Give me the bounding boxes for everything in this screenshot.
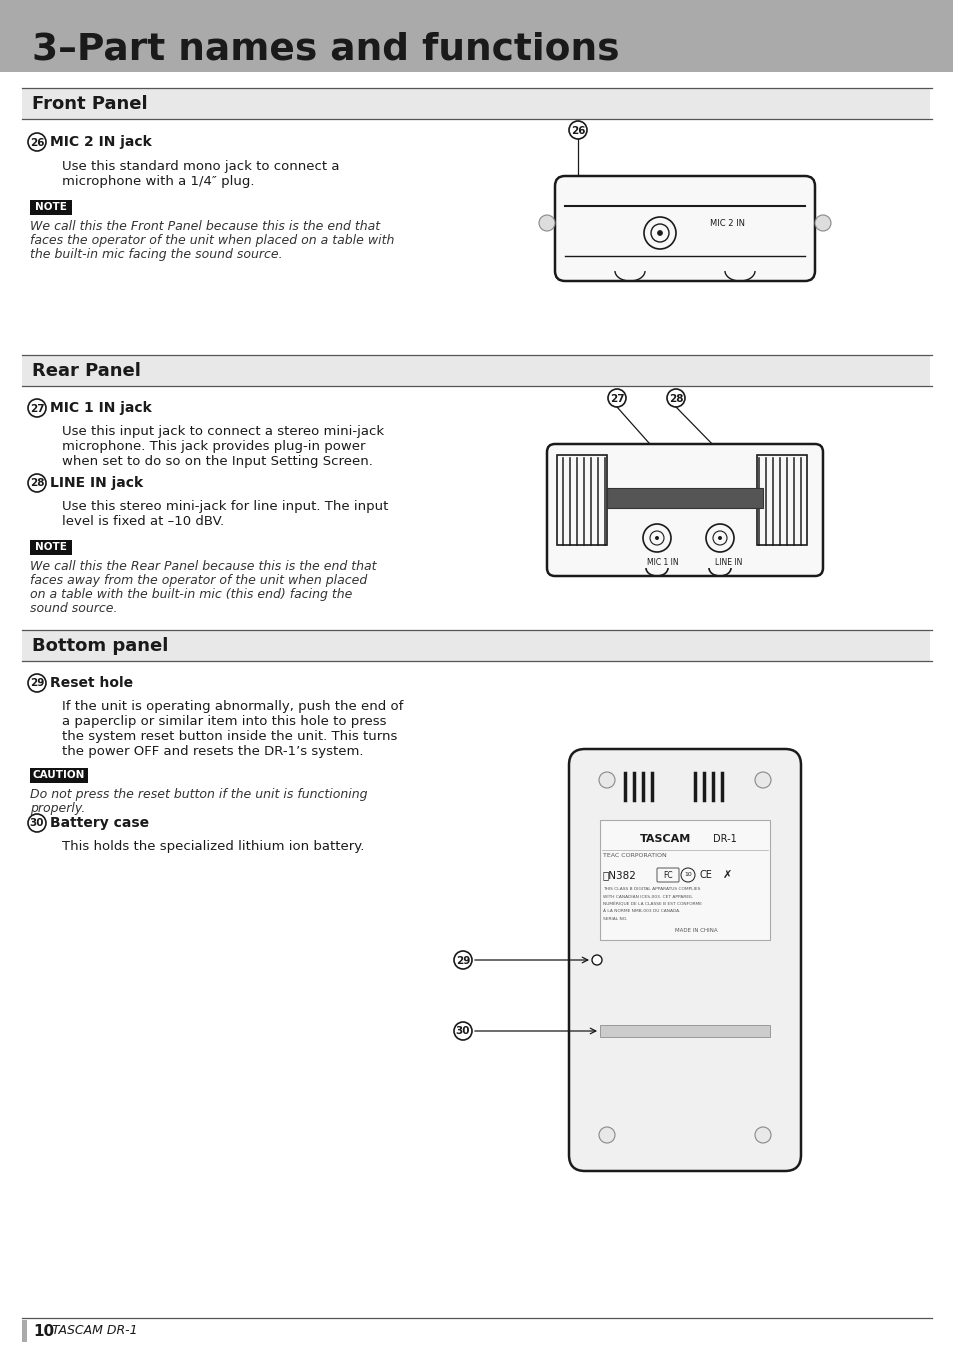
Text: microphone. This jack provides plug-in power: microphone. This jack provides plug-in p… <box>62 440 365 454</box>
Bar <box>0 0 953 72</box>
Text: 26: 26 <box>570 126 584 135</box>
Text: This holds the specialized lithium ion battery.: This holds the specialized lithium ion b… <box>62 840 364 853</box>
Text: 10: 10 <box>683 872 691 878</box>
Text: 10: 10 <box>33 1323 54 1338</box>
Bar <box>557 455 608 545</box>
Text: Use this stereo mini-jack for line input. The input: Use this stereo mini-jack for line input… <box>62 500 388 513</box>
Text: Front Panel: Front Panel <box>32 95 148 113</box>
Text: MIC 1 IN jack: MIC 1 IN jack <box>50 401 152 414</box>
Text: À LA NORME NMB-003 DU CANADA.: À LA NORME NMB-003 DU CANADA. <box>602 910 679 914</box>
Text: DR-1: DR-1 <box>712 834 736 844</box>
Text: microphone with a 1/4″ plug.: microphone with a 1/4″ plug. <box>62 176 254 188</box>
Circle shape <box>718 536 721 540</box>
Text: Bottom panel: Bottom panel <box>32 637 168 655</box>
Circle shape <box>754 1127 770 1143</box>
Bar <box>22 356 929 386</box>
Text: ⓃN382: ⓃN382 <box>602 869 637 880</box>
Text: 28: 28 <box>668 393 682 404</box>
Text: TEAC CORPORATION: TEAC CORPORATION <box>602 853 666 859</box>
Text: faces away from the operator of the unit when placed: faces away from the operator of the unit… <box>30 574 367 587</box>
Text: 29: 29 <box>456 956 470 965</box>
Circle shape <box>592 954 601 965</box>
Circle shape <box>598 1127 615 1143</box>
Circle shape <box>538 215 555 231</box>
Text: level is fixed at –10 dBV.: level is fixed at –10 dBV. <box>62 514 224 528</box>
Text: MADE IN CHINA: MADE IN CHINA <box>675 927 717 933</box>
Text: 28: 28 <box>30 478 44 489</box>
Text: Use this standard mono jack to connect a: Use this standard mono jack to connect a <box>62 161 339 173</box>
Bar <box>30 768 88 783</box>
Bar <box>30 200 71 215</box>
Text: We call this the Rear Panel because this is the end that: We call this the Rear Panel because this… <box>30 560 376 572</box>
Text: 26: 26 <box>30 138 44 147</box>
Text: the power OFF and resets the DR-1’s system.: the power OFF and resets the DR-1’s syst… <box>62 745 363 757</box>
FancyBboxPatch shape <box>546 444 822 576</box>
Text: 27: 27 <box>30 404 44 413</box>
Bar <box>599 819 769 940</box>
Bar <box>30 540 71 555</box>
Text: MIC 2 IN: MIC 2 IN <box>709 219 744 228</box>
Text: 30: 30 <box>30 818 44 829</box>
Text: Reset hole: Reset hole <box>50 676 133 690</box>
Text: properly.: properly. <box>30 802 85 815</box>
Text: faces the operator of the unit when placed on a table with: faces the operator of the unit when plac… <box>30 234 394 247</box>
Text: THIS CLASS B DIGITAL APPARATUS COMPLIES: THIS CLASS B DIGITAL APPARATUS COMPLIES <box>602 887 700 891</box>
Text: MIC 1 IN: MIC 1 IN <box>646 558 678 567</box>
Text: LINE IN jack: LINE IN jack <box>50 477 143 490</box>
Text: NOTE: NOTE <box>35 543 67 552</box>
Text: sound source.: sound source. <box>30 602 117 616</box>
Bar <box>22 1320 27 1342</box>
Text: 30: 30 <box>456 1026 470 1037</box>
Text: 3–Part names and functions: 3–Part names and functions <box>32 32 618 68</box>
Text: on a table with the built-in mic (this end) facing the: on a table with the built-in mic (this e… <box>30 589 352 601</box>
Bar <box>22 630 929 662</box>
Bar <box>606 487 762 508</box>
Text: If the unit is operating abnormally, push the end of: If the unit is operating abnormally, pus… <box>62 701 403 713</box>
Text: when set to do so on the Input Setting Screen.: when set to do so on the Input Setting S… <box>62 455 373 468</box>
Text: LINE IN: LINE IN <box>714 558 741 567</box>
Text: NUMÉRIQUE DE LA CLASSE B EST CONFORME: NUMÉRIQUE DE LA CLASSE B EST CONFORME <box>602 902 701 906</box>
Bar <box>599 1025 769 1037</box>
Text: CAUTION: CAUTION <box>32 771 85 780</box>
Text: Do not press the reset button if the unit is functioning: Do not press the reset button if the uni… <box>30 788 367 801</box>
Text: TASCAM DR-1: TASCAM DR-1 <box>52 1324 137 1338</box>
Circle shape <box>754 772 770 788</box>
Text: SERIAL NO.: SERIAL NO. <box>602 917 627 921</box>
FancyBboxPatch shape <box>568 749 801 1170</box>
Text: 27: 27 <box>609 393 623 404</box>
Text: FC: FC <box>662 871 672 879</box>
Circle shape <box>598 772 615 788</box>
Bar <box>22 89 929 119</box>
Text: the system reset button inside the unit. This turns: the system reset button inside the unit.… <box>62 730 397 742</box>
Text: the built-in mic facing the sound source.: the built-in mic facing the sound source… <box>30 248 282 261</box>
Circle shape <box>655 536 659 540</box>
Text: CE: CE <box>700 869 712 880</box>
Text: WITH CANADIAN ICES-003. CET APPAREIL: WITH CANADIAN ICES-003. CET APPAREIL <box>602 895 692 899</box>
FancyBboxPatch shape <box>555 176 814 281</box>
Text: MIC 2 IN jack: MIC 2 IN jack <box>50 135 152 148</box>
Text: We call this the Front Panel because this is the end that: We call this the Front Panel because thi… <box>30 220 379 234</box>
Circle shape <box>814 215 830 231</box>
Text: TASCAM: TASCAM <box>639 834 691 844</box>
Text: NOTE: NOTE <box>35 202 67 212</box>
Text: Use this input jack to connect a stereo mini-jack: Use this input jack to connect a stereo … <box>62 425 384 437</box>
Text: Rear Panel: Rear Panel <box>32 362 141 379</box>
Text: 29: 29 <box>30 679 44 688</box>
Text: a paperclip or similar item into this hole to press: a paperclip or similar item into this ho… <box>62 716 386 728</box>
Text: Battery case: Battery case <box>50 815 149 830</box>
Circle shape <box>657 231 661 235</box>
Text: ✗: ✗ <box>722 869 732 880</box>
